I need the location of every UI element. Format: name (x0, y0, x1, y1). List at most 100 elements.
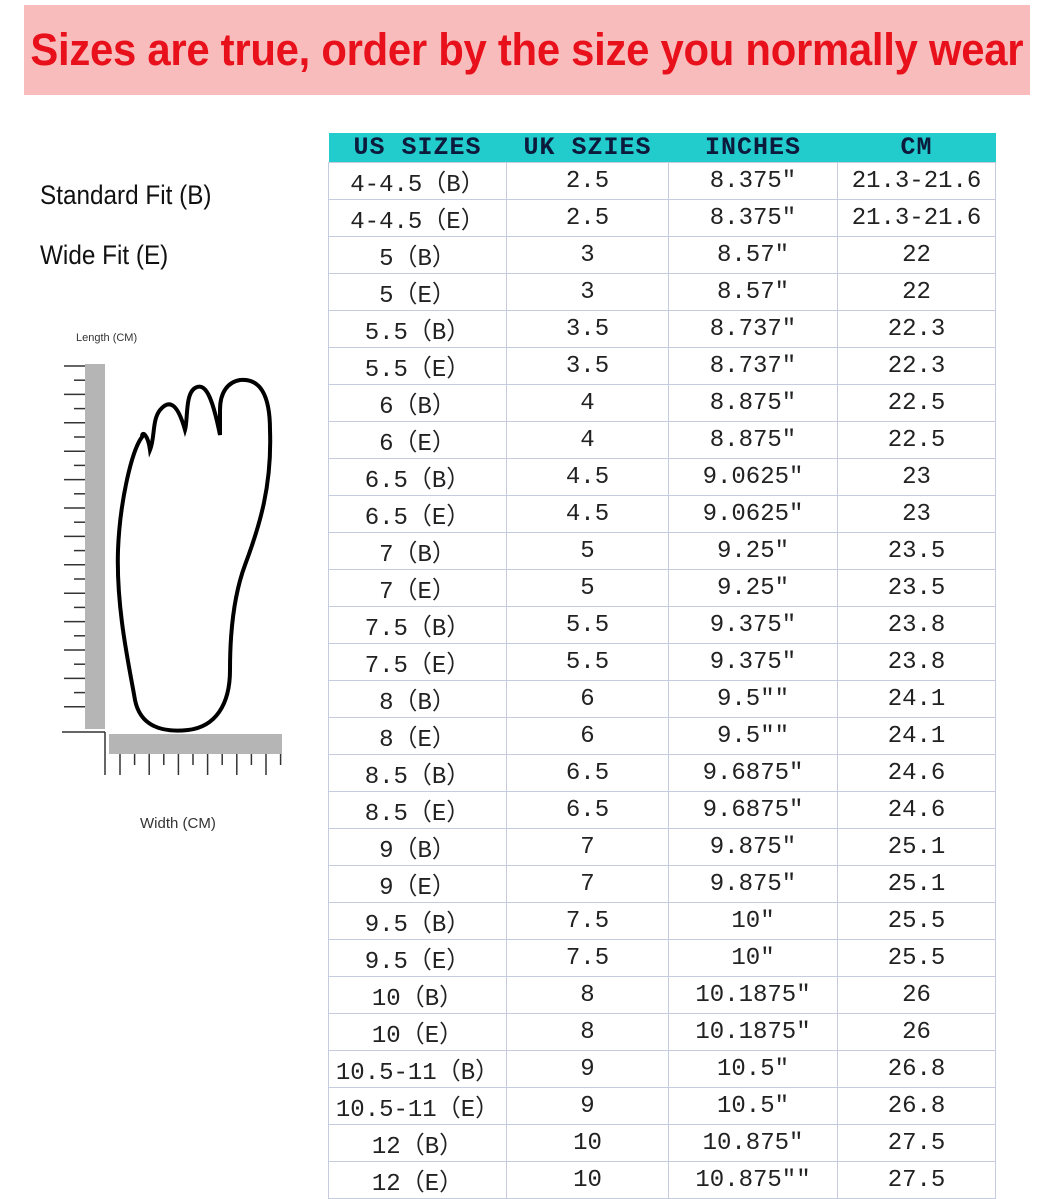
cell-cm: 22.5 (837, 384, 996, 422)
table-row: 6.5（B） 4.5 9.0625″ 23 (328, 458, 996, 496)
table-row: 8（E） 6 9.5″″ 24.1 (328, 717, 996, 755)
cell-inches: 10.5″ (668, 1087, 838, 1125)
cell-us-size: 5（E） (328, 273, 507, 311)
cell-inches: 8.875″ (668, 384, 838, 422)
cell-inches: 9.875″ (668, 865, 838, 903)
cell-uk-size: 5.5 (506, 643, 669, 681)
table-row: 9（B） 7 9.875″ 25.1 (328, 828, 996, 866)
table-row: 4-4.5（B） 2.5 8.375″ 21.3-21.6 (328, 162, 996, 200)
cell-uk-size: 4.5 (506, 458, 669, 496)
cell-uk-size: 6.5 (506, 791, 669, 829)
table-row: 5.5（E） 3.5 8.737″ 22.3 (328, 347, 996, 385)
cell-uk-size: 4 (506, 384, 669, 422)
table-row: 7（E） 5 9.25″ 23.5 (328, 569, 996, 607)
table-row: 5.5（B） 3.5 8.737″ 22.3 (328, 310, 996, 348)
cell-uk-size: 7.5 (506, 939, 669, 977)
table-row: 10（B） 8 10.1875″ 26 (328, 976, 996, 1014)
banner-text: Sizes are true, order by the size you no… (30, 24, 1024, 75)
cell-uk-size: 2.5 (506, 162, 669, 200)
cell-cm: 24.1 (837, 717, 996, 755)
cell-uk-size: 5 (506, 532, 669, 570)
cell-uk-size: 7 (506, 828, 669, 866)
cell-cm: 27.5 (837, 1124, 996, 1162)
cell-uk-size: 5 (506, 569, 669, 607)
cell-inches: 9.375″ (668, 643, 838, 681)
width-label: Width (CM) (140, 815, 216, 832)
cell-cm: 24.6 (837, 754, 996, 792)
header-cm: CM (837, 133, 996, 163)
cell-cm: 24.1 (837, 680, 996, 718)
cell-us-size: 6（B） (328, 384, 507, 422)
cell-uk-size: 3.5 (506, 310, 669, 348)
cell-uk-size: 3.5 (506, 347, 669, 385)
table-row: 6.5（E） 4.5 9.0625″ 23 (328, 495, 996, 533)
cell-us-size: 10（B） (328, 976, 507, 1014)
cell-cm: 23 (837, 495, 996, 533)
cell-inches: 9.875″ (668, 828, 838, 866)
cell-us-size: 12（B） (328, 1124, 507, 1162)
cell-cm: 22.5 (837, 421, 996, 459)
cell-inches: 9.375″ (668, 606, 838, 644)
cell-uk-size: 7 (506, 865, 669, 903)
cell-inches: 9.0625″ (668, 458, 838, 496)
table-row: 8.5（B） 6.5 9.6875″ 24.6 (328, 754, 996, 792)
table-row: 8（B） 6 9.5″″ 24.1 (328, 680, 996, 718)
cell-cm: 22 (837, 236, 996, 274)
cell-inches: 10.875″ (668, 1124, 838, 1162)
cell-cm: 23.8 (837, 643, 996, 681)
table-row: 10.5-11（B） 9 10.5″ 26.8 (328, 1050, 996, 1088)
cell-us-size: 4-4.5（E） (328, 199, 507, 237)
cell-us-size: 8（B） (328, 680, 507, 718)
cell-cm: 23.5 (837, 532, 996, 570)
wide-fit-label: Wide Fit (E) (40, 240, 169, 270)
cell-uk-size: 4 (506, 421, 669, 459)
table-row: 5（E） 3 8.57″ 22 (328, 273, 996, 311)
cell-inches: 8.375″ (668, 199, 838, 237)
cell-uk-size: 9 (506, 1087, 669, 1125)
header-inches: INCHES (668, 133, 838, 163)
cell-us-size: 7（B） (328, 532, 507, 570)
cell-inches: 10″ (668, 939, 838, 977)
cell-uk-size: 6 (506, 717, 669, 755)
table-row: 4-4.5（E） 2.5 8.375″ 21.3-21.6 (328, 199, 996, 237)
cell-us-size: 9（B） (328, 828, 507, 866)
cell-cm: 22.3 (837, 347, 996, 385)
cell-inches: 9.5″″ (668, 680, 838, 718)
table-row: 7.5（E） 5.5 9.375″ 23.8 (328, 643, 996, 681)
cell-us-size: 10（E） (328, 1013, 507, 1051)
cell-uk-size: 8 (506, 1013, 669, 1051)
cell-inches: 9.0625″ (668, 495, 838, 533)
cell-uk-size: 5.5 (506, 606, 669, 644)
cell-uk-size: 7.5 (506, 902, 669, 940)
cell-cm: 23.5 (837, 569, 996, 607)
cell-us-size: 5.5（B） (328, 310, 507, 348)
cell-us-size: 7.5（E） (328, 643, 507, 681)
cell-us-size: 6.5（B） (328, 458, 507, 496)
cell-uk-size: 3 (506, 236, 669, 274)
cell-us-size: 4-4.5（B） (328, 162, 507, 200)
standard-fit-label: Standard Fit (B) (40, 180, 212, 210)
cell-uk-size: 8 (506, 976, 669, 1014)
table-row: 9.5（E） 7.5 10″ 25.5 (328, 939, 996, 977)
cell-uk-size: 3 (506, 273, 669, 311)
cell-uk-size: 9 (506, 1050, 669, 1088)
cell-uk-size: 6 (506, 680, 669, 718)
cell-cm: 23 (837, 458, 996, 496)
cell-inches: 10.1875″ (668, 976, 838, 1014)
cell-inches: 10.875″″ (668, 1161, 838, 1199)
cell-inches: 8.57″ (668, 273, 838, 311)
cell-inches: 8.737″ (668, 310, 838, 348)
foot-measurement-diagram: Length (CM) Width (CM) (40, 310, 300, 850)
length-label: Length (CM) (76, 332, 137, 344)
cell-uk-size: 4.5 (506, 495, 669, 533)
size-notice-banner: Sizes are true, order by the size you no… (24, 5, 1030, 95)
cell-inches: 9.25″ (668, 532, 838, 570)
cell-us-size: 8.5（E） (328, 791, 507, 829)
table-row: 9.5（B） 7.5 10″ 25.5 (328, 902, 996, 940)
cell-uk-size: 6.5 (506, 754, 669, 792)
cell-cm: 25.1 (837, 865, 996, 903)
table-header-row: US SIZES UK SZIES INCHES CM (328, 133, 996, 163)
cell-us-size: 7.5（B） (328, 606, 507, 644)
cell-cm: 26 (837, 1013, 996, 1051)
header-uk-size: UK SZIES (506, 133, 669, 163)
